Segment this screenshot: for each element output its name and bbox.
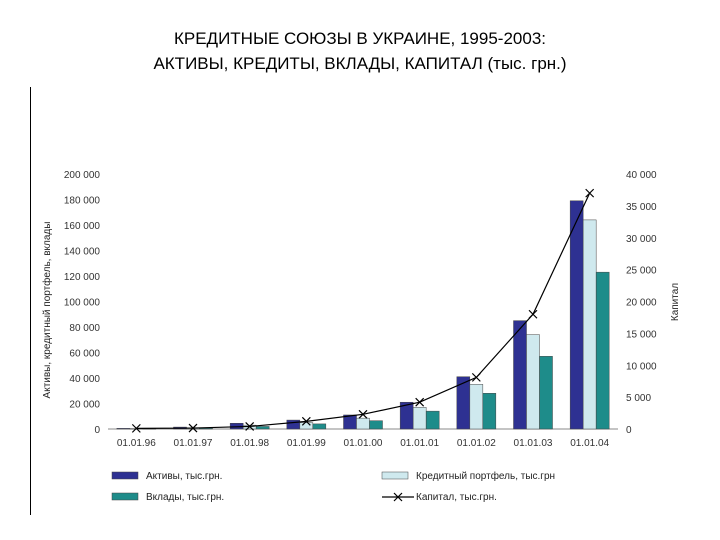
bar — [513, 320, 527, 430]
left-axis-label: Активы, кредитный портфель, вклады — [41, 222, 53, 399]
left-tick-label: 20 000 — [69, 400, 100, 411]
right-tick-label: 25 000 — [626, 266, 657, 277]
x-tick-label: 01.01.97 — [174, 438, 213, 449]
bar — [595, 271, 610, 430]
x-tick-label: 01.01.02 — [457, 438, 496, 449]
right-axis-label: Капитал — [670, 283, 681, 321]
left-tick-label: 80 000 — [69, 323, 100, 334]
bar — [255, 426, 270, 430]
x-tick-label: 01.01.01 — [400, 438, 439, 449]
legend-item: Капитал, тыс.грн. — [382, 492, 497, 503]
bar — [425, 410, 440, 430]
right-tick-label: 0 — [626, 425, 632, 436]
left-tick-label: 160 000 — [64, 221, 101, 232]
left-tick-label: 120 000 — [64, 272, 101, 283]
capital-point — [301, 416, 311, 426]
left-tick-label: 100 000 — [64, 298, 101, 309]
left-tick-label: 200 000 — [64, 170, 101, 181]
left-tick-label: 40 000 — [69, 374, 100, 385]
legend-swatch — [111, 492, 139, 501]
left-tick-label: 140 000 — [64, 247, 101, 258]
right-tick-label: 30 000 — [626, 234, 657, 245]
legend-swatch — [381, 471, 409, 480]
bar — [482, 393, 497, 430]
x-tick-label: 01.01.96 — [117, 438, 156, 449]
legend-item: Активы, тыс.грн. — [111, 471, 222, 482]
right-tick-label: 35 000 — [626, 202, 657, 213]
bar — [469, 384, 484, 430]
legend-label: Активы, тыс.грн. — [146, 471, 222, 482]
x-tick-label: 01.01.99 — [287, 438, 326, 449]
legend-label: Капитал, тыс.грн. — [416, 492, 497, 503]
bar — [286, 419, 301, 430]
capital-point — [245, 422, 255, 431]
x-tick-label: 01.01.00 — [344, 438, 383, 449]
bar — [116, 428, 131, 430]
x-tick-label: 01.01.03 — [514, 438, 553, 449]
bar — [299, 422, 314, 430]
capital-point — [528, 309, 538, 319]
legend-item: Кредитный портфель, тыс.грн — [381, 470, 555, 482]
right-tick-label: 20 000 — [626, 298, 657, 309]
capital-point — [585, 188, 595, 198]
legend: Активы, тыс.грн. Кредитный портфель, тыс.… — [111, 470, 555, 503]
capital-point — [415, 397, 425, 407]
chart-title-line1: КРЕДИТНЫЕ СОЮЗЫ В УКРАИНЕ, 1995-2003: — [173, 29, 547, 48]
left-tick-label: 180 000 — [64, 196, 101, 207]
bar — [569, 200, 584, 430]
bar — [539, 356, 553, 430]
capital-point — [358, 409, 368, 419]
right-tick-label: 40 000 — [626, 170, 657, 181]
left-tick-label: 0 — [94, 425, 100, 436]
x-tick-label: 01.01.04 — [570, 438, 609, 449]
bar — [412, 407, 427, 430]
right-tick-label: 10 000 — [626, 361, 657, 372]
plot-area: 0 20 000 40 000 60 000 80 000 100 000 120 000 1… — [64, 170, 657, 449]
chart-title-line2: АКТИВЫ, КРЕДИТЫ, ВКЛАДЫ, КАПИТАЛ (тыс. г… — [153, 54, 567, 73]
right-tick-label: 15 000 — [626, 329, 657, 340]
bar — [356, 417, 370, 430]
capital-point — [188, 423, 198, 433]
legend-swatch — [111, 471, 139, 480]
left-divider-line — [30, 87, 31, 515]
left-tick-label: 60 000 — [69, 349, 100, 360]
capital-point — [131, 423, 141, 433]
capital-point — [471, 372, 481, 382]
bar — [526, 334, 540, 430]
x-tick-label: 01.01.98 — [230, 438, 269, 449]
bar — [369, 420, 383, 430]
legend-item: Вклады, тыс.грн. — [111, 492, 224, 503]
bar — [312, 423, 327, 430]
legend-label: Вклады, тыс.грн. — [146, 492, 224, 503]
right-tick-label: 5 000 — [626, 393, 651, 404]
legend-label: Кредитный портфель, тыс.грн — [416, 470, 555, 482]
bar — [582, 219, 597, 430]
